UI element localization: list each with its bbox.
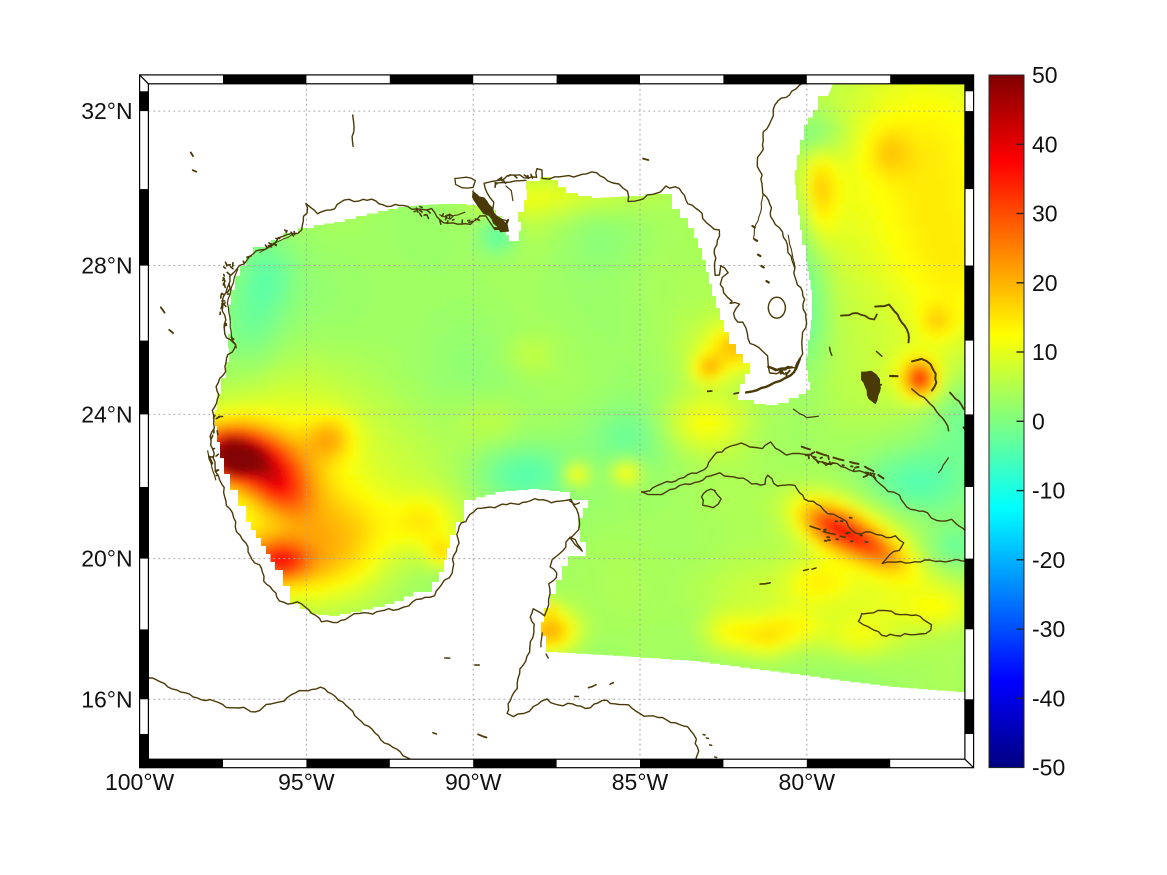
- svg-text:20°N: 20°N: [81, 546, 132, 572]
- svg-text:24°N: 24°N: [81, 401, 132, 427]
- svg-text:32°N: 32°N: [81, 98, 132, 124]
- svg-text:50: 50: [1032, 62, 1058, 88]
- svg-text:28°N: 28°N: [81, 253, 132, 279]
- svg-text:-30: -30: [1032, 616, 1065, 642]
- svg-text:20: 20: [1032, 270, 1058, 296]
- svg-text:40: 40: [1032, 131, 1058, 157]
- svg-text:85°W: 85°W: [612, 769, 669, 795]
- svg-text:30: 30: [1032, 201, 1058, 227]
- svg-text:10: 10: [1032, 339, 1058, 365]
- svg-text:-50: -50: [1032, 755, 1065, 781]
- svg-text:0: 0: [1032, 408, 1045, 434]
- svg-text:-20: -20: [1032, 547, 1065, 573]
- svg-text:16°N: 16°N: [81, 686, 132, 712]
- svg-text:80°W: 80°W: [779, 769, 836, 795]
- svg-text:100°W: 100°W: [105, 769, 175, 795]
- svg-text:95°W: 95°W: [278, 769, 335, 795]
- svg-text:-40: -40: [1032, 685, 1065, 711]
- svg-text:-10: -10: [1032, 478, 1065, 504]
- svg-text:90°W: 90°W: [445, 769, 502, 795]
